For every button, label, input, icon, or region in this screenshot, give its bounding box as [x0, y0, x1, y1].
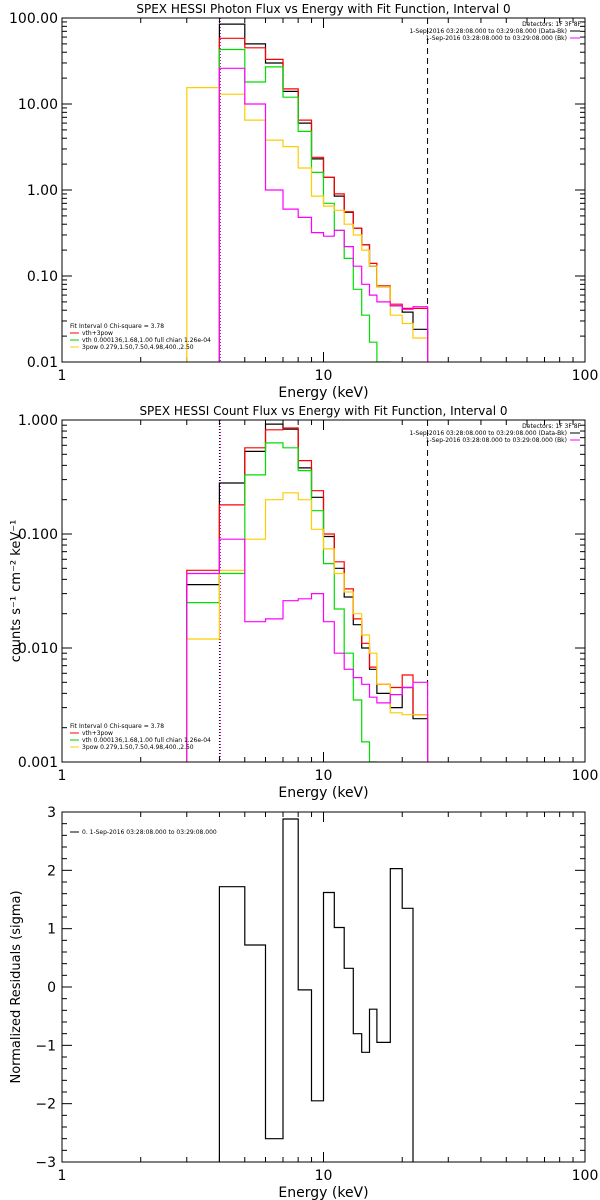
x-tick-label: 100 — [572, 1168, 599, 1184]
legend-entry: Fit Interval 0 Chi-square = 3.78 — [70, 723, 164, 730]
series-vth-line — [218, 48, 391, 362]
series-vth-line — [186, 442, 378, 762]
legend-entry: vth 0.000136,1.68,1.00 full chian 1.26e-… — [82, 337, 211, 344]
legend-entry: 0. 1-Sep-2016 03:28:08.000 to 03:29:08.0… — [82, 829, 217, 836]
time-interval-label: 1-Sep-2016 03:28:08.000 to 03:29:08.000 … — [426, 35, 567, 42]
x-tick-label: 1 — [58, 1168, 67, 1184]
time-interval-label: 1-Sep-2016 03:28:08.000 to 03:29:08.000 … — [426, 437, 567, 444]
x-axis-label: Energy (keV) — [278, 1185, 368, 1200]
y-tick-label: 0.01 — [27, 355, 58, 371]
plot-frame — [61, 17, 586, 363]
x-tick-label: 1 — [58, 368, 67, 384]
legend-entry: 3pow 0.279,1.50,7.50,4.98,400.,2.50 — [82, 744, 194, 751]
y-axis-label: Normalized Residuals (sigma) — [9, 890, 24, 1083]
time-interval-label: 1-Sep-2016 03:28:08.000 to 03:29:08.000 … — [409, 28, 567, 35]
series-vth-3pow-line — [186, 427, 429, 762]
series-bk-line — [186, 538, 429, 762]
panel-1: SPEX HESSI Photon Flux vs Energy with Fi… — [9, 2, 598, 401]
detectors-label: Detectors: 1F 3F 8F — [522, 21, 581, 28]
x-axis-label: Energy (keV) — [278, 785, 368, 801]
y-tick-label: −2 — [35, 1097, 56, 1113]
legend-entry: Fit Interval 0 Chi-square = 3.78 — [70, 323, 164, 330]
y-tick-label: 1 — [47, 922, 56, 938]
y-tick-label: −1 — [35, 1038, 56, 1054]
x-axis-ticks — [61, 420, 574, 762]
legend-entry: 3pow 0.279,1.50,7.50,4.98,400.,2.50 — [82, 344, 194, 351]
plot-frame — [61, 811, 586, 1163]
y-tick-label: 0 — [47, 980, 56, 996]
y-tick-label: 100.00 — [9, 11, 58, 27]
plot-frame — [61, 419, 586, 763]
x-tick-label: 1 — [58, 768, 67, 784]
y-tick-label: 1.000 — [18, 413, 58, 429]
y-tick-label: 3 — [47, 805, 56, 821]
y-tick-label: −3 — [35, 1155, 56, 1171]
panel-2: SPEX HESSI Count Flux vs Energy with Fit… — [9, 404, 598, 801]
y-tick-label: 0.100 — [18, 527, 58, 543]
x-tick-label: 100 — [572, 768, 599, 784]
y-tick-label: 2 — [47, 863, 56, 879]
x-axis-label: Energy (keV) — [278, 385, 368, 401]
legend-entry: vth+3pow — [82, 730, 113, 737]
x-tick-label: 10 — [315, 1168, 333, 1184]
series-0-line — [218, 818, 414, 1162]
series-bk-line — [218, 67, 429, 362]
series-3pow-line — [186, 87, 429, 362]
x-axis-ticks — [61, 812, 574, 1162]
x-tick-label: 10 — [315, 368, 333, 384]
x-tick-label: 100 — [572, 368, 599, 384]
legend-entry: vth 0.000136,1.68,1.00 full chian 1.26e-… — [82, 737, 211, 744]
x-axis-ticks — [61, 18, 574, 362]
y-axis-ticks — [62, 419, 585, 763]
y-axis-label: counts s⁻¹ cm⁻² keV⁻¹ — [9, 520, 24, 663]
y-tick-label: 0.001 — [18, 755, 58, 771]
series-vth-3pow-line — [218, 37, 429, 362]
chart-title: SPEX HESSI Count Flux vs Energy with Fit… — [139, 404, 507, 418]
series-data-bk-line — [186, 423, 429, 762]
y-tick-label: 10.00 — [18, 97, 58, 113]
panel-3: 1 10 100 Energy (keV) −3 −2 −1 0 1 2 3 Normalized R… — [9, 805, 598, 1200]
y-axis-ticks — [62, 811, 585, 1163]
y-tick-label: 0.010 — [18, 641, 58, 657]
x-tick-label: 10 — [315, 768, 333, 784]
series-3pow-line — [186, 492, 429, 762]
legend-entry: vth+3pow — [82, 330, 113, 337]
detectors-label: Detectors: 1F 3F 8F — [522, 423, 581, 430]
y-tick-label: 0.10 — [27, 269, 58, 285]
chart-title: SPEX HESSI Photon Flux vs Energy with Fi… — [136, 2, 510, 16]
time-interval-label: 1-Sep-2016 03:28:08.000 to 03:29:08.000 … — [409, 430, 567, 437]
y-tick-label: 1.00 — [27, 183, 58, 199]
